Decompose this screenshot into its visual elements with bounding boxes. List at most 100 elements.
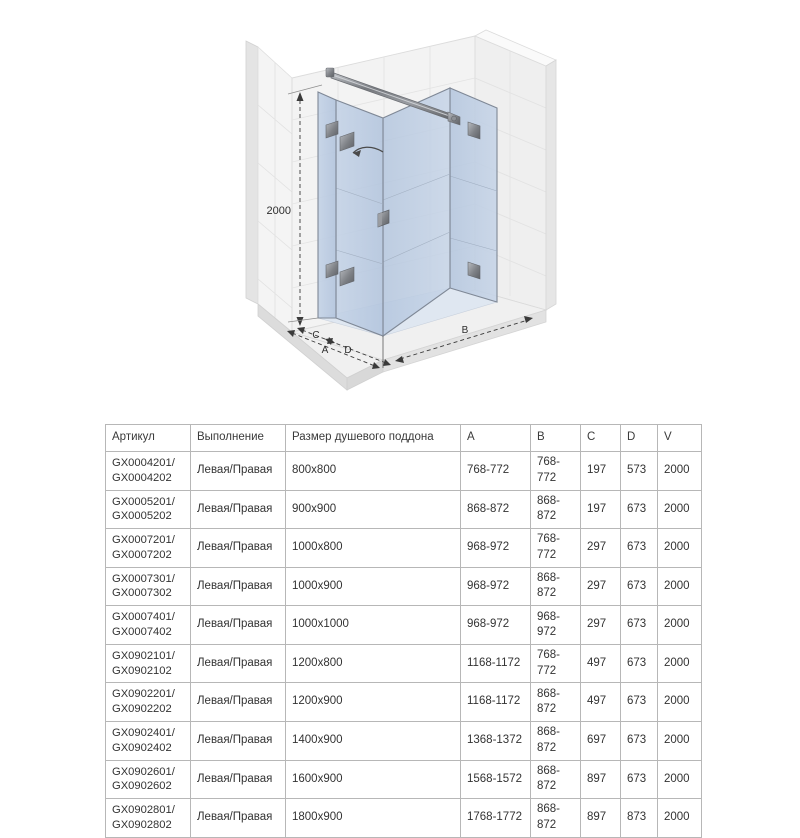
cell-tray-size: 1400x900: [285, 720, 461, 761]
cell-sku: GX0007401/ GX0007402: [105, 605, 191, 645]
cell-b: 768-772: [530, 451, 581, 491]
cell-c: 897: [580, 798, 621, 838]
cell-v: 2000: [657, 489, 702, 530]
cell-v: 2000: [657, 643, 702, 684]
cell-sku: GX0902401/ GX0902402: [105, 720, 191, 761]
cell-tray-size: 1000x900: [285, 566, 461, 607]
hinge-fittings: [325, 120, 481, 287]
hinge-bottom-door: [339, 266, 355, 287]
cell-b: 868-872: [530, 682, 581, 722]
cell-sku: GX0902101/ GX0902102: [105, 643, 191, 684]
cell-v: 2000: [657, 566, 702, 607]
cell-a: 768-772: [460, 451, 531, 491]
cell-tray-size: 1200x800: [285, 643, 461, 684]
cell-d: 673: [620, 489, 658, 530]
table-row: GX0902201/ GX0902202 Левая/Правая 1200x9…: [105, 682, 702, 722]
cell-sku: GX0007201/ GX0007202: [105, 528, 191, 568]
cell-a: 1568-1572: [460, 759, 531, 800]
cell-d: 673: [620, 682, 658, 722]
cell-b: 868-872: [530, 566, 581, 607]
cell-execution: Левая/Правая: [190, 643, 286, 684]
cell-c: 197: [580, 489, 621, 530]
wall-bracket-top-right: [467, 121, 481, 140]
cell-v: 2000: [657, 682, 702, 722]
cell-execution: Левая/Правая: [190, 759, 286, 800]
dimension-a-label: A: [322, 345, 329, 356]
dimension-height-label: 2000: [267, 205, 291, 217]
cell-b: 868-872: [530, 798, 581, 838]
cell-c: 297: [580, 566, 621, 607]
cell-c: 897: [580, 759, 621, 800]
bathroom-left-wall: [245, 40, 293, 333]
column-header-a: A: [460, 424, 531, 452]
cell-tray-size: 1200x900: [285, 682, 461, 722]
stabilizer-bar: [325, 67, 461, 126]
dimension-b-label: B: [462, 325, 469, 336]
cell-b: 868-872: [530, 759, 581, 800]
door-handle: [377, 209, 390, 228]
cell-sku: GX0902601/ GX0902602: [105, 759, 191, 800]
cell-d: 673: [620, 605, 658, 645]
glass-fixed-inline-panel: [317, 91, 337, 319]
column-header-tray-size: Размер душевого поддона: [285, 424, 461, 452]
table-row: GX0007301/ GX0007302 Левая/Правая 1000x9…: [105, 566, 702, 607]
dimension-height-2000: 2000: [267, 84, 323, 326]
cell-tray-size: 1800x900: [285, 798, 461, 838]
cell-c: 497: [580, 682, 621, 722]
cell-tray-size: 900x900: [285, 489, 461, 530]
cell-d: 673: [620, 566, 658, 607]
cell-tray-size: 1000x800: [285, 528, 461, 568]
cell-a: 968-972: [460, 528, 531, 568]
cell-c: 197: [580, 451, 621, 491]
cell-a: 1168-1172: [460, 643, 531, 684]
cell-a: 1368-1372: [460, 720, 531, 761]
cell-a: 968-972: [460, 566, 531, 607]
cell-execution: Левая/Правая: [190, 720, 286, 761]
dimension-d: D: [325, 338, 391, 366]
dimension-c-label: C: [312, 330, 319, 341]
door-swing-arrow: [352, 146, 384, 157]
cell-v: 2000: [657, 759, 702, 800]
cell-execution: Левая/Правая: [190, 682, 286, 722]
cell-b: 868-872: [530, 489, 581, 530]
cell-c: 697: [580, 720, 621, 761]
cell-execution: Левая/Правая: [190, 798, 286, 838]
column-header-v: V: [657, 424, 702, 452]
cell-d: 573: [620, 451, 658, 491]
cell-b: 768-772: [530, 643, 581, 684]
table-row: GX0004201/ GX0004202 Левая/Правая 800x80…: [105, 451, 702, 491]
cell-v: 2000: [657, 451, 702, 491]
table-row: GX0902601/ GX0902602 Левая/Правая 1600x9…: [105, 759, 702, 800]
cell-execution: Левая/Правая: [190, 528, 286, 568]
table-header-row: Артикул Выполнение Размер душевого поддо…: [105, 424, 702, 452]
table-row: GX0007201/ GX0007202 Левая/Правая 1000x8…: [105, 528, 702, 568]
cell-c: 297: [580, 528, 621, 568]
cell-sku: GX0005201/ GX0005202: [105, 489, 191, 530]
cell-a: 1768-1772: [460, 798, 531, 838]
cell-d: 673: [620, 528, 658, 568]
cell-a: 868-872: [460, 489, 531, 530]
cell-d: 673: [620, 643, 658, 684]
column-header-d: D: [620, 424, 658, 452]
cell-tray-size: 800x800: [285, 451, 461, 491]
cell-execution: Левая/Правая: [190, 605, 286, 645]
wall-bracket-bottom-right: [467, 261, 481, 280]
cell-sku: GX0004201/ GX0004202: [105, 451, 191, 491]
column-header-sku: Артикул: [105, 424, 191, 452]
cell-v: 2000: [657, 528, 702, 568]
cell-sku: GX0902801/ GX0902802: [105, 798, 191, 838]
cell-tray-size: 1000x1000: [285, 605, 461, 645]
cell-c: 497: [580, 643, 621, 684]
column-header-execution: Выполнение: [190, 424, 286, 452]
cell-b: 968-972: [530, 605, 581, 645]
hinge-top-door: [339, 131, 355, 152]
cell-execution: Левая/Правая: [190, 566, 286, 607]
cell-b: 768-772: [530, 528, 581, 568]
dimension-a: A: [287, 330, 380, 369]
technical-drawing-panel: 2000 C A D B: [0, 0, 800, 412]
table-row: GX0007401/ GX0007402 Левая/Правая 1000x1…: [105, 605, 702, 645]
dimension-d-label: D: [344, 345, 351, 356]
table-row: GX0902401/ GX0902402 Левая/Правая 1400x9…: [105, 720, 702, 761]
cell-execution: Левая/Правая: [190, 451, 286, 491]
shower-enclosure-specification-table: Артикул Выполнение Размер душевого поддо…: [105, 424, 702, 838]
